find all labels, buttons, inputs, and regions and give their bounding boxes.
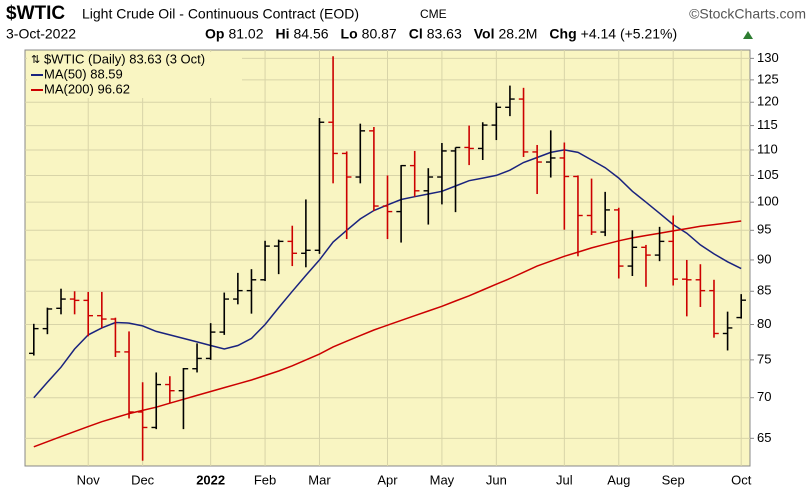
stat-value: 84.56 bbox=[294, 26, 329, 42]
x-tick-label: Nov bbox=[77, 472, 101, 487]
legend-price: $WTIC (Daily) 83.63 (3 Oct) bbox=[44, 51, 205, 66]
legend-label: MA(50) 88.59 bbox=[44, 66, 123, 81]
chart-title: Light Crude Oil - Continuous Contract (E… bbox=[82, 6, 359, 22]
x-tick-label: Mar bbox=[308, 472, 331, 487]
x-tick-label: Oct bbox=[731, 472, 752, 487]
y-tick-label: 120 bbox=[757, 94, 779, 109]
y-tick-label: 105 bbox=[757, 167, 779, 182]
y-tick-label: 75 bbox=[757, 351, 771, 366]
y-tick-label: 100 bbox=[757, 194, 779, 209]
y-tick-label: 110 bbox=[757, 141, 778, 156]
moving-average bbox=[33, 220, 742, 448]
ohlc-icon: ⇅ bbox=[31, 54, 40, 66]
stat-value: 81.02 bbox=[228, 26, 263, 42]
exchange: CME bbox=[420, 7, 447, 21]
y-tick-label: 65 bbox=[757, 430, 771, 445]
y-tick-label: 85 bbox=[757, 283, 771, 298]
date: 3-Oct-2022 bbox=[6, 26, 76, 42]
legend: ⇅ $WTIC (Daily) 83.63 (3 Oct) MA(50) 88.… bbox=[27, 51, 242, 98]
x-tick-label: Sep bbox=[662, 472, 685, 487]
stat-label: Vol bbox=[474, 26, 495, 42]
x-tick-label: Jun bbox=[486, 472, 507, 487]
x-tick-label: 2022 bbox=[196, 472, 225, 487]
stats: Op 81.02 Hi 84.56 Lo 80.87 Cl 83.63 Vol 28.2M Chg +… bbox=[205, 26, 677, 42]
y-tick-label: 130 bbox=[757, 50, 779, 65]
legend-bg bbox=[27, 52, 242, 98]
y-tick-label: 95 bbox=[757, 222, 771, 237]
x-tick-label: May bbox=[430, 472, 455, 487]
y-tick-label: 80 bbox=[757, 316, 771, 331]
stat-label: Cl bbox=[409, 26, 423, 42]
stat-value: +4.14 (+5.21%) bbox=[581, 26, 678, 42]
y-tick-label: 70 bbox=[757, 389, 771, 404]
stat-value: 28.2M bbox=[499, 26, 538, 42]
stat-label: Hi bbox=[276, 26, 290, 42]
stat-value: 83.63 bbox=[427, 26, 462, 42]
symbol: $WTIC bbox=[6, 3, 65, 24]
y-tick-label: 115 bbox=[757, 117, 778, 132]
stat-label: Op bbox=[205, 26, 224, 42]
stat-value: 80.87 bbox=[362, 26, 397, 42]
marks bbox=[29, 56, 746, 461]
y-tick-label: 90 bbox=[757, 251, 771, 266]
x-tick-label: Jul bbox=[556, 472, 573, 487]
up-arrow bbox=[743, 31, 753, 39]
stat-label: Lo bbox=[341, 26, 358, 42]
credit: ©StockCharts.com bbox=[689, 6, 806, 22]
stat-label: Chg bbox=[549, 26, 576, 42]
x-tick-label: Apr bbox=[377, 472, 398, 487]
legend-label: MA(200) 96.62 bbox=[44, 81, 130, 96]
y-tick-label: 125 bbox=[757, 71, 779, 86]
x-tick-label: Dec bbox=[131, 472, 155, 487]
x-tick-label: Aug bbox=[607, 472, 630, 487]
x-tick-label: Feb bbox=[254, 472, 276, 487]
